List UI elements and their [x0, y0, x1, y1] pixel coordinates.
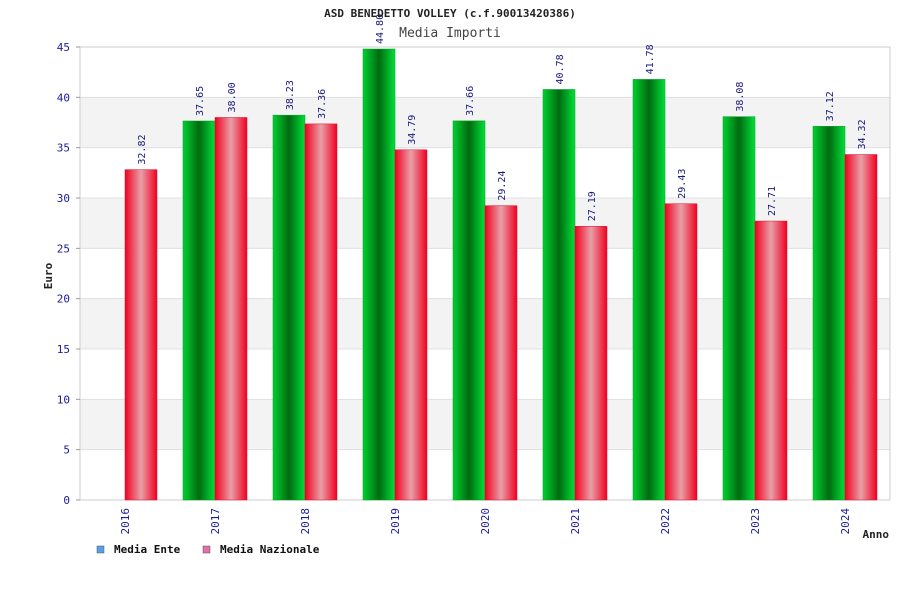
- data-label: 40.78: [555, 54, 566, 84]
- y-tick-label: 35: [57, 142, 70, 155]
- bar-media-nazionale: [484, 205, 518, 501]
- y-tick-label: 5: [63, 444, 70, 457]
- chart-title: ASD BENEDETTO VOLLEY (c.f.90013420386): [324, 7, 576, 20]
- y-tick-label: 30: [57, 192, 70, 205]
- data-label: 37.12: [825, 91, 836, 121]
- data-label: 34.32: [857, 119, 868, 149]
- bar-media-ente: [812, 126, 846, 501]
- chart-subtitle: Media Importi: [399, 26, 501, 41]
- x-axis-ticks: 2016 2017 2018 2019 2020 2021 2022 2023 2024: [119, 508, 852, 535]
- x-axis-label: Anno: [863, 528, 890, 541]
- y-tick-label: 25: [57, 242, 70, 255]
- data-label: 37.66: [465, 86, 476, 116]
- data-label: 37.36: [317, 89, 328, 119]
- x-tick-label: 2020: [479, 508, 492, 535]
- grid-band: [80, 47, 890, 98]
- y-tick-label: 40: [57, 91, 70, 104]
- data-label: 44.80: [375, 14, 386, 44]
- data-label: 38.23: [285, 80, 296, 110]
- bar-media-nazionale: [394, 149, 428, 501]
- legend-swatch: [96, 545, 105, 554]
- bar-media-ente: [362, 48, 396, 501]
- y-tick-label: 20: [57, 293, 70, 306]
- data-label: 29.43: [677, 169, 688, 199]
- bar-media-nazionale: [664, 203, 698, 501]
- bar-media-ente: [542, 89, 576, 501]
- bar-media-nazionale: [574, 226, 608, 501]
- legend: Media Ente Media Nazionale: [96, 543, 320, 556]
- data-label: 38.00: [227, 82, 238, 112]
- legend-label: Media Nazionale: [220, 543, 320, 556]
- x-tick-label: 2018: [299, 508, 312, 535]
- data-label: 37.65: [195, 86, 206, 116]
- data-label: 27.19: [587, 191, 598, 221]
- legend-swatch: [202, 545, 211, 554]
- x-tick-label: 2023: [749, 508, 762, 535]
- legend-label: Media Ente: [114, 543, 181, 556]
- bar-media-ente: [272, 114, 306, 501]
- data-label: 27.71: [767, 186, 778, 216]
- bar-media-ente: [632, 79, 666, 501]
- bar-media-nazionale: [754, 220, 788, 501]
- data-label: 38.08: [735, 82, 746, 112]
- y-axis-label: Euro: [42, 262, 55, 289]
- value-labels: 32.82 37.65 38.00 38.23 37.36 44.80 34.79 37.66…: [137, 14, 868, 221]
- bar-media-ente: [182, 120, 216, 501]
- y-axis-ticks: 0 5 10 15 20 25 30 35 40 45: [57, 41, 80, 507]
- y-tick-label: 10: [57, 393, 70, 406]
- y-tick-label: 45: [57, 41, 70, 54]
- bars: [124, 48, 878, 501]
- bar-media-nazionale: [124, 169, 158, 501]
- data-label: 34.79: [407, 115, 418, 145]
- x-tick-label: 2022: [659, 508, 672, 535]
- data-label: 29.24: [497, 171, 508, 201]
- x-tick-label: 2017: [209, 508, 222, 535]
- x-tick-label: 2024: [839, 508, 852, 535]
- bar-media-nazionale: [844, 154, 878, 501]
- x-tick-label: 2019: [389, 508, 402, 535]
- data-label: 32.82: [137, 135, 148, 165]
- bar-media-ente: [722, 116, 756, 501]
- bar-media-nazionale: [214, 117, 248, 501]
- bar-media-ente: [452, 120, 486, 501]
- y-tick-label: 15: [57, 343, 70, 356]
- bar-media-nazionale: [304, 123, 338, 501]
- data-label: 41.78: [645, 44, 656, 74]
- x-tick-label: 2016: [119, 508, 132, 535]
- y-tick-label: 0: [63, 494, 70, 507]
- x-tick-label: 2021: [569, 508, 582, 535]
